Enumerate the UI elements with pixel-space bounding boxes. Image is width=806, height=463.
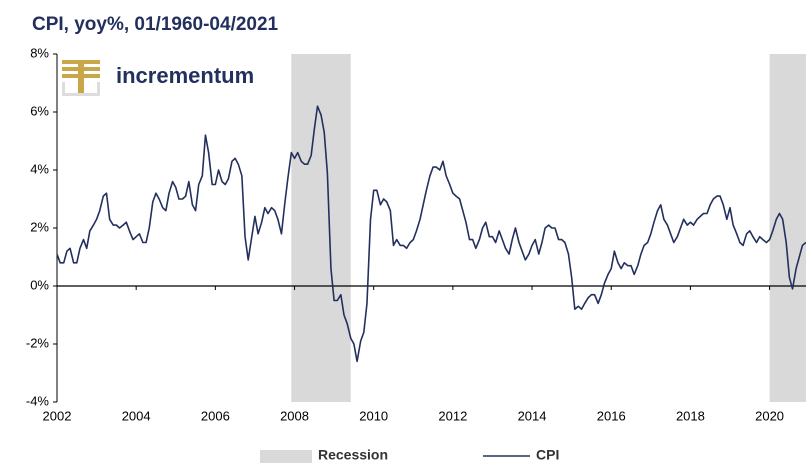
recession-band [769,54,806,402]
logo-text: incrementum [116,63,254,88]
x-tick-label: 2012 [438,408,467,423]
y-tick-label: 8% [30,45,49,60]
legend-label: Recession [318,447,388,463]
chart-title: CPI, yoy%, 01/1960-04/2021 [32,14,279,35]
y-tick-label: -4% [26,393,50,408]
y-tick-label: 6% [30,103,49,118]
y-tick-label: 2% [30,219,49,234]
x-tick-label: 2014 [518,408,547,423]
x-tick-label: 2008 [280,408,309,423]
logo-icon [62,60,100,96]
x-tick-label: 2004 [122,408,151,423]
y-tick-label: 0% [30,277,49,292]
y-tick-label: -2% [26,335,50,350]
x-tick-label: 2006 [201,408,230,423]
legend-swatch [260,450,312,463]
legend-label: CPI [536,447,559,463]
x-tick-label: 2020 [755,408,784,423]
x-tick-label: 2010 [359,408,388,423]
x-tick-label: 2018 [676,408,705,423]
y-tick-label: 4% [30,161,49,176]
x-tick-label: 2016 [597,408,626,423]
recession-band [291,54,351,402]
cpi-line [56,105,806,363]
x-tick-label: 2002 [43,408,72,423]
